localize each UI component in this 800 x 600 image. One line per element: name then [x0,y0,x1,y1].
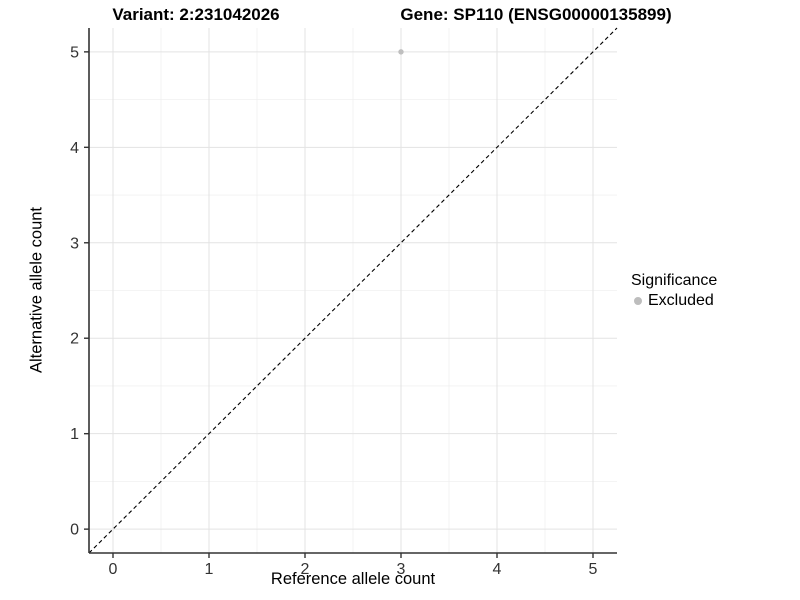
y-tick-label: 1 [70,426,79,443]
y-tick-label: 4 [70,140,79,157]
plot-title-variant: Variant: 2:231042026 [112,5,280,24]
legend: Significance Excluded [631,271,717,310]
x-tick-label: 2 [301,561,310,578]
y-tick-label: 0 [70,522,79,539]
excluded-point-icon [634,296,642,305]
y-axis-title: Alternative allele count [27,206,46,374]
x-axis-title: Reference allele count [270,570,436,588]
legend-entry-label: Excluded [648,292,714,309]
identity-line [88,27,618,554]
plot-title-gene: Gene: SP110 (ENSG00000135899) [400,5,672,24]
x-tick-label: 1 [205,561,214,578]
x-tick-label: 4 [493,561,502,578]
x-tick-label: 3 [397,561,406,578]
data-point-excluded [398,49,404,55]
x-tick-label: 0 [109,561,118,578]
legend-title: Significance [631,272,718,289]
y-tick-label: 5 [70,44,79,61]
x-tick-label: 5 [589,561,598,578]
legend-entry-excluded: Excluded [631,291,717,310]
y-tick-label: 3 [70,235,79,252]
y-tick-label: 2 [70,331,79,348]
